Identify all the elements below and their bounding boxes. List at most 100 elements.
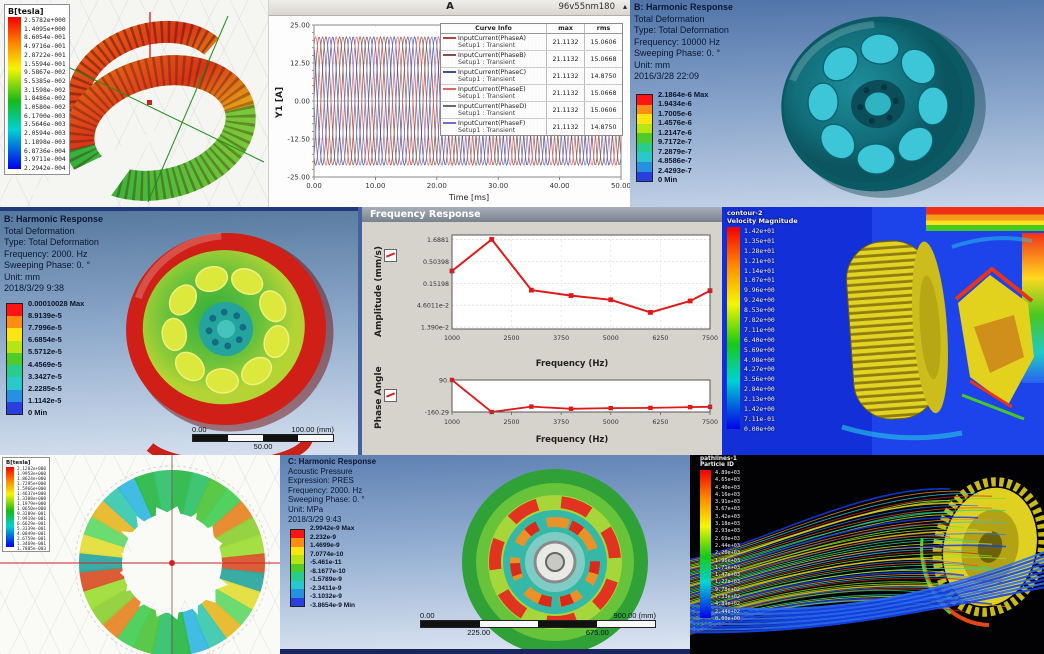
legend-header-line: Particle ID — [700, 462, 734, 468]
svg-text:5000: 5000 — [603, 419, 619, 426]
result-info-line: 2018/3/29 9:43 — [288, 514, 342, 524]
legend-value: 4.89e+03 — [715, 470, 740, 476]
legend-value: 6.1700e-003 — [24, 112, 66, 120]
curve-rms: 15.0606 — [584, 102, 622, 118]
svg-text:-12.50: -12.50 — [287, 136, 310, 144]
curve-setup: Setup1 : Transient — [458, 76, 516, 83]
svg-text:1.390e-2: 1.390e-2 — [421, 325, 449, 332]
svg-text:20.00: 20.00 — [427, 182, 447, 190]
result-info-line: Sweeping Phase: 0. ° — [288, 495, 365, 505]
result-info-line: C: Harmonic Response — [288, 457, 377, 466]
legend-value: 4.98e+00 — [744, 355, 775, 364]
svg-text:0.00: 0.00 — [306, 182, 322, 190]
ruler-mid: 50.00 — [253, 442, 273, 451]
colorbar-band — [291, 546, 304, 556]
amplitude-plot[interactable]: 1.6881 0.50398 0.15198 4.6011e-2 1.390e-2 100… — [406, 227, 718, 375]
ruler-bar — [420, 620, 656, 628]
svg-text:1000: 1000 — [444, 335, 460, 342]
field-ring — [0, 455, 280, 654]
curve-name: InputCurrent(PhaseC) — [458, 69, 527, 76]
legend-value: 1.22e+03 — [715, 579, 740, 586]
legend-values: 2.1864e-6 Max 1.9434e-6 1.7005e-6 1.4576e-6… — [658, 90, 708, 184]
curve-rms: 15.0668 — [584, 51, 622, 67]
panel-frequency-response: Frequency Response 1.6881 0.50398 0.15198 4… — [358, 207, 722, 455]
impeller-body — [954, 266, 1034, 421]
svg-text:1000: 1000 — [444, 419, 460, 426]
contour-legend: 2.1864e-6 Max 1.9434e-6 1.7005e-6 1.4576e-6… — [636, 90, 708, 184]
chart-icon[interactable] — [384, 389, 397, 402]
colorbar-band — [637, 95, 652, 105]
curve-setup: Setup1 : Transient — [458, 93, 516, 100]
chart-icon[interactable] — [384, 249, 397, 262]
legend-value: 1.8486e-002 — [24, 95, 66, 103]
contour-legend: contour-2 Velocity Magnitude 1.42e+01 1.35… — [727, 209, 798, 433]
y-axis-label: Y1 [A] — [275, 86, 285, 118]
curve-row: InputCurrent(PhaseB) Setup1 : Transient … — [441, 51, 622, 68]
ruler-max: 900.00 (mm) — [613, 611, 656, 620]
legend-value: 3.1598e-002 — [24, 86, 66, 94]
legend-value: 2.44e+03 — [715, 542, 740, 549]
legend-value: 1.14e+01 — [744, 266, 775, 275]
window-edge — [280, 649, 690, 654]
curve-color-dash — [443, 105, 456, 107]
legend-value: 5.69e+00 — [744, 345, 775, 354]
cfd-viewport[interactable] — [722, 207, 1044, 455]
colorbar-band — [7, 340, 22, 353]
result-info-line: Sweeping Phase: 0. ° — [4, 260, 91, 270]
colorbar-band — [7, 304, 22, 317]
wheel-holes — [161, 265, 290, 394]
legend-value: 8.6054e-001 — [24, 34, 66, 42]
svg-text:12.50: 12.50 — [290, 60, 310, 68]
legend-value: 9.78e+02 — [715, 586, 740, 593]
colorbar-band — [291, 597, 304, 606]
svg-text:2500: 2500 — [504, 335, 520, 342]
pathlines-viewport[interactable] — [690, 455, 1044, 654]
colorbar-band — [291, 572, 304, 581]
curve-setup: Setup1 : Transient — [458, 127, 516, 134]
contour-legend: 2.9942e-9 Max 2.232e-9 1.4699e-9 7.0774e-10… — [290, 525, 355, 609]
legend-value: 0 Min — [28, 407, 48, 417]
result-info-line: Acoustic Pressure — [288, 466, 353, 476]
curve-name: InputCurrent(PhaseA) — [458, 35, 526, 42]
legend-value: 1.21e+01 — [744, 256, 775, 265]
legend-value: 1.5966e+000 — [17, 487, 47, 492]
acoustic-disc — [462, 469, 648, 654]
result-info: C: Harmonic Response Acoustic Pressure Exp… — [288, 457, 376, 524]
result-info-line: Type: Total Deformation — [4, 237, 99, 247]
wheel-3d-viewport[interactable] — [0, 207, 358, 455]
legend-value: 2.1864e-6 Max — [658, 90, 709, 99]
legend-title: B[tesla] — [6, 460, 31, 466]
legend-value: 1.47e+03 — [715, 572, 740, 579]
motor-2d-viewport[interactable] — [0, 455, 280, 654]
ruler-q1: 225.00 — [467, 628, 491, 637]
panel-current-waveforms: A 96v55nm180 ▴ 25.00 12.50 0.00 -12.50 -25.0… — [268, 0, 631, 207]
curve-max: 21.1132 — [546, 119, 584, 135]
svg-text:10.00: 10.00 — [365, 182, 385, 190]
legend-value: 2.232e-9 — [310, 533, 337, 541]
legend-value: 6.6629e-001 — [17, 522, 47, 527]
legend-value: 1.8624e+000 — [17, 477, 47, 482]
pin-icon[interactable]: ▴ — [622, 2, 627, 11]
legend-value: 1.7295e+000 — [17, 482, 47, 487]
contour-band — [926, 207, 1044, 231]
legend-value: 1.4699e-9 — [310, 542, 340, 550]
curve-table-rows: InputCurrent(PhaseA) Setup1 : Transient … — [441, 34, 622, 135]
legend-value: 7.2879e-7 — [658, 146, 692, 156]
legend-value: 2.1282e+000 — [17, 467, 47, 472]
phase-plot[interactable]: 90. -160.29 1000 2500 3750 5000 6250 7500 — [406, 375, 718, 433]
window-titlebar[interactable]: Frequency Response — [362, 207, 722, 222]
legend-value: 9.3209e-001 — [17, 512, 47, 517]
curve-info-table: Curve Info max rms InputCurrent(PhaseA) … — [440, 23, 623, 136]
colorbar-band — [7, 377, 22, 390]
panel-harmonic-10khz: B: Harmonic Response Total Deformation Typ… — [630, 0, 1044, 207]
legend-value: 2.9942e-9 Max — [310, 525, 355, 532]
coil-3d-viewport[interactable] — [0, 0, 268, 207]
curve-rms: 14.8750 — [584, 68, 622, 84]
svg-text:2500: 2500 — [504, 419, 520, 426]
legend-value: 4.40e+03 — [715, 484, 740, 491]
disc-viewport[interactable] — [280, 455, 690, 654]
plot-caption-bar[interactable]: A 96v55nm180 ▴ — [269, 0, 631, 16]
colorbar-band — [291, 555, 304, 564]
scale-ruler: 0.00 900.00 (mm) 225.00 675.00 — [420, 611, 656, 637]
wheel-3d-viewport[interactable] — [630, 0, 1044, 207]
